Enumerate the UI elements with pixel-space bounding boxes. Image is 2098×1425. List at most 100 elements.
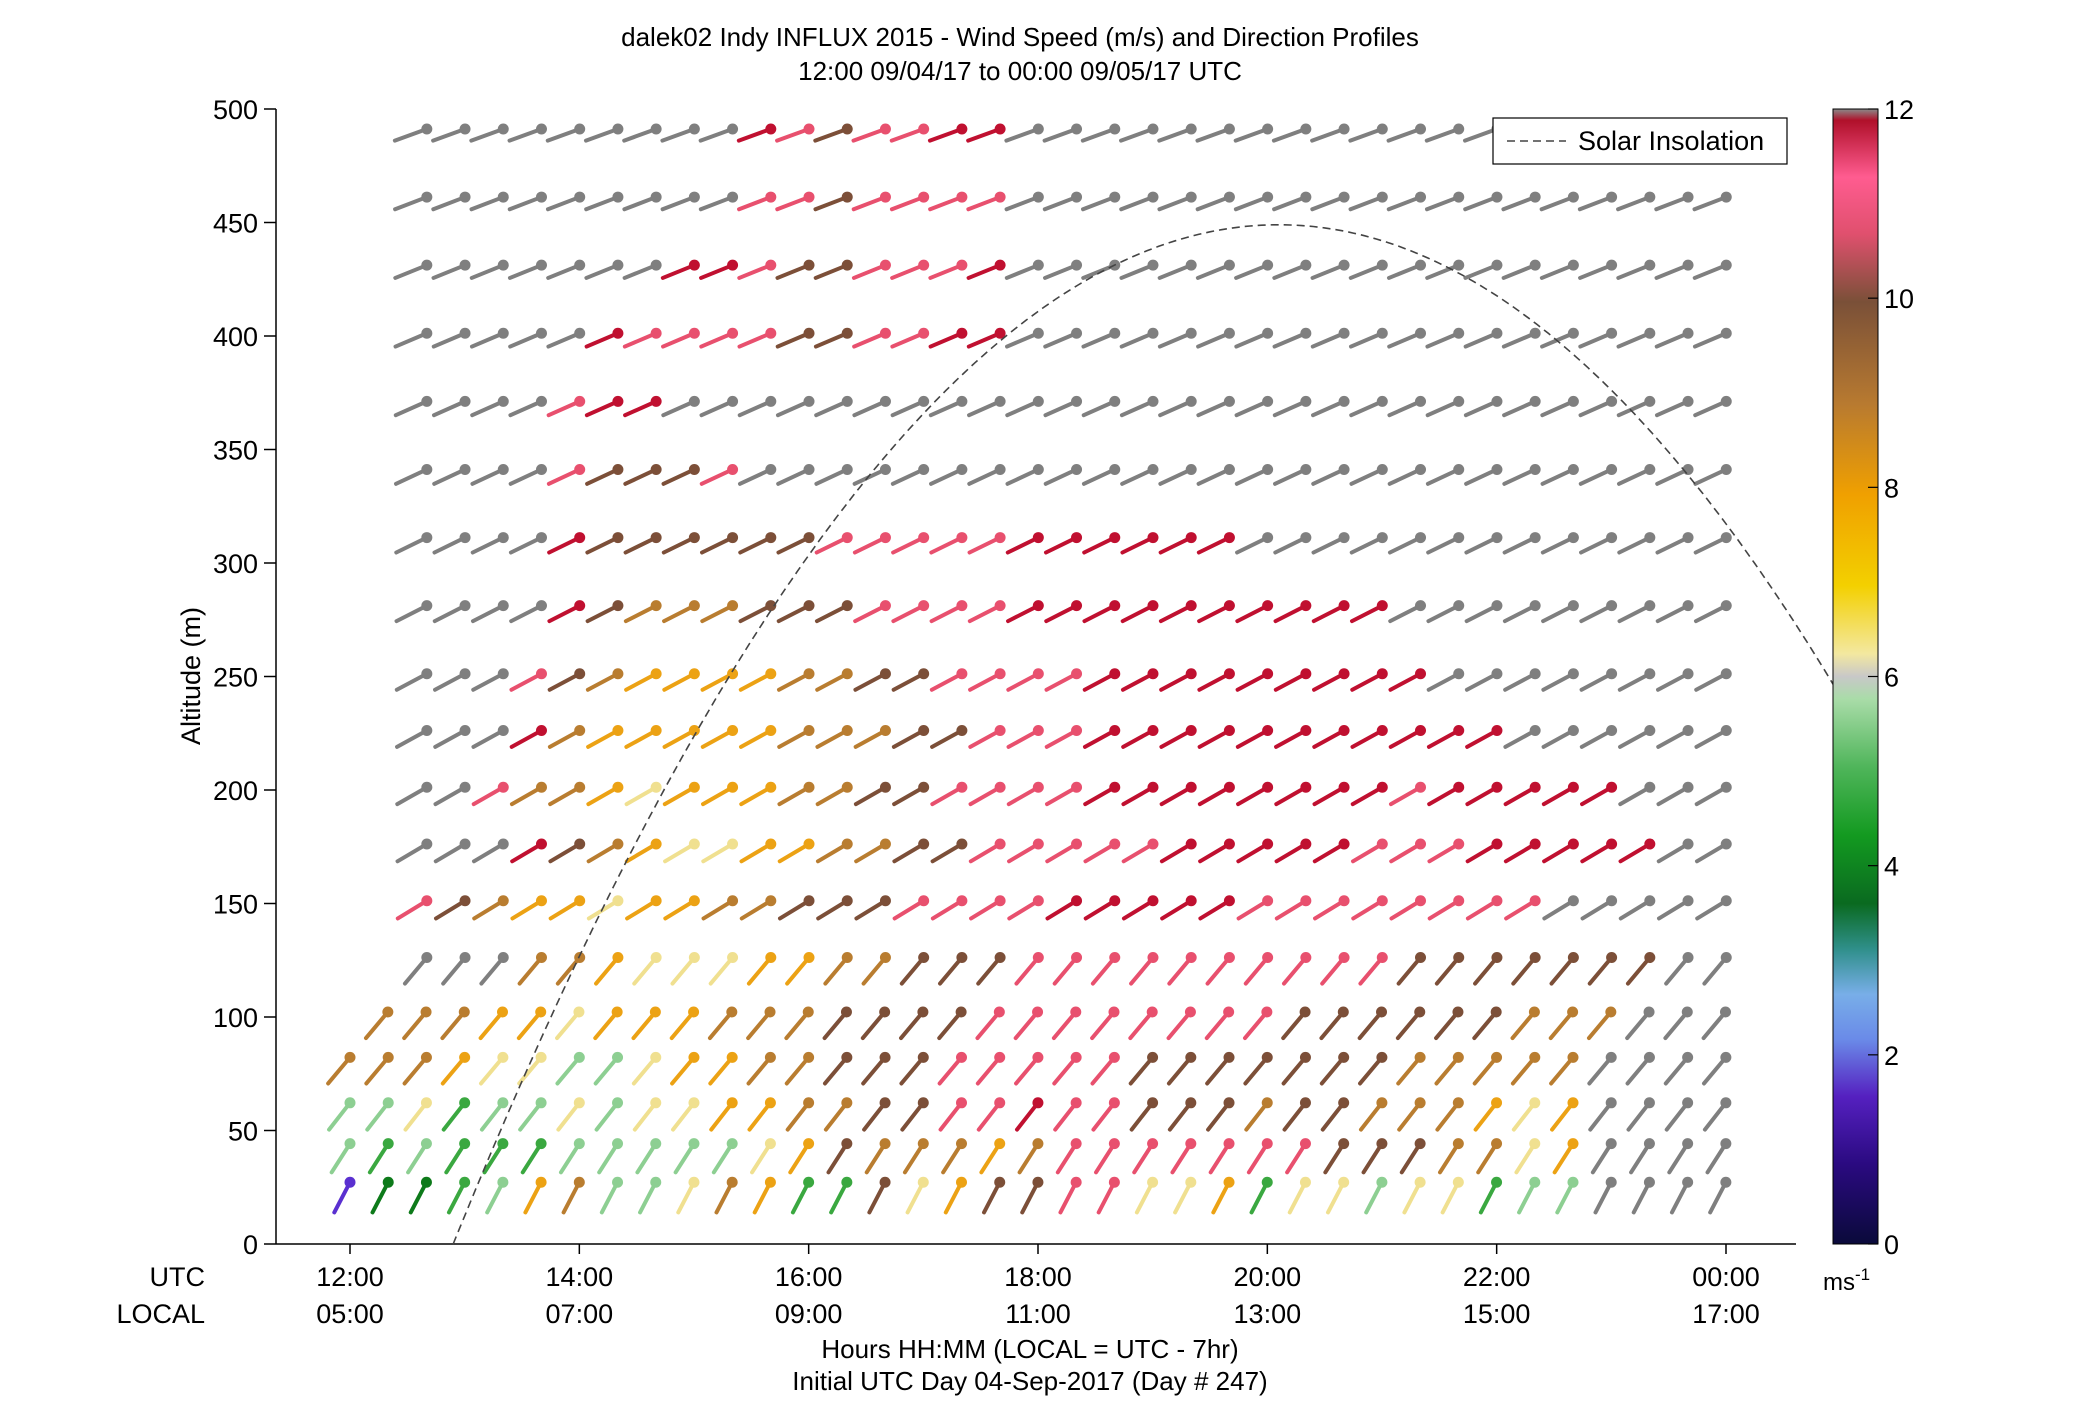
wind-barb-stem — [1119, 195, 1155, 212]
wind-barb-stem — [1007, 842, 1041, 864]
wind-barb-stem — [814, 467, 850, 486]
wind-barb-head — [574, 725, 586, 737]
wind-barb-stem — [670, 1055, 696, 1086]
wind-barb-head — [612, 191, 624, 203]
wind-barb-head — [917, 1006, 929, 1018]
wind-barb-stem — [1631, 1180, 1652, 1215]
wind-barb-stem — [1579, 671, 1614, 692]
wind-barb-stem — [1552, 1141, 1575, 1175]
wind-barb-head — [1605, 1051, 1617, 1063]
wind-barb-head — [650, 123, 662, 135]
wind-barb-head — [1414, 1006, 1426, 1018]
wind-barb-stem — [892, 785, 926, 807]
wind-barb-head — [1682, 1138, 1694, 1150]
wind-barb-head — [765, 463, 777, 475]
wind-barb-stem — [408, 1180, 429, 1215]
wind-barb-head — [1682, 668, 1694, 680]
wind-barb-stem — [1625, 955, 1652, 986]
wind-barb-stem — [700, 671, 735, 692]
wind-barb-head — [421, 895, 433, 907]
wind-barb-head — [612, 463, 624, 475]
wind-barb-stem — [1664, 955, 1691, 986]
wind-barb-stem — [507, 263, 544, 280]
wind-barb-head — [1529, 327, 1541, 339]
wind-barb-head — [1606, 259, 1618, 271]
wind-barb-head — [1032, 895, 1044, 907]
wind-barb-head — [994, 327, 1006, 339]
wind-barb-stem — [1625, 1010, 1652, 1041]
wind-barb-stem — [1119, 126, 1155, 143]
wind-barb-head — [994, 395, 1006, 407]
wind-barb-head — [1567, 1176, 1579, 1188]
wind-barb-stem — [982, 1180, 1002, 1215]
wind-barb-stem — [431, 263, 468, 280]
wind-barb-stem — [624, 671, 659, 692]
wind-barb-stem — [1234, 399, 1270, 418]
wind-barb-stem — [1387, 535, 1423, 555]
wind-barb-head — [1682, 191, 1694, 203]
wind-barb-head — [1223, 668, 1235, 680]
wind-barb-stem — [624, 728, 659, 749]
wind-barb-stem — [1702, 955, 1729, 986]
colorbar-tick-label: 6 — [1884, 663, 1899, 693]
wind-barb-stem — [1206, 1100, 1232, 1132]
wind-barb-head — [803, 895, 815, 907]
wind-barb-head — [1376, 259, 1388, 271]
wind-barb-stem — [1310, 195, 1347, 212]
wind-barb-stem — [1128, 1010, 1155, 1041]
wind-barb-head — [1071, 123, 1083, 135]
wind-barb-stem — [707, 1010, 734, 1041]
wind-barb-head — [650, 781, 662, 793]
wind-barb-head — [574, 123, 586, 135]
chart-subtitle: 12:00 09/04/17 to 00:00 09/05/17 UTC — [798, 56, 1242, 86]
wind-barb-stem — [699, 331, 735, 349]
wind-barb-stem — [1616, 263, 1652, 280]
colorbar: 0 2 4 6 8 10 12 ms-1 — [1823, 95, 1914, 1296]
wind-barb-stem — [1320, 1100, 1346, 1132]
wind-barb-stem — [1120, 467, 1155, 486]
wind-barb-stem — [1541, 728, 1576, 749]
wind-barb-head — [1567, 191, 1579, 203]
wind-barb-stem — [928, 263, 964, 280]
wind-barb-head — [841, 532, 853, 544]
wind-barb-head — [459, 1097, 471, 1109]
wind-barb-stem — [1502, 467, 1538, 486]
wind-barb-stem — [673, 1141, 696, 1175]
wind-barb-stem — [1502, 603, 1538, 624]
wind-barb-head — [1185, 668, 1197, 680]
wind-barb-head — [917, 1097, 929, 1109]
wind-barb-head — [1338, 532, 1350, 544]
wind-barb-head — [688, 259, 700, 271]
wind-barb-head — [1108, 1051, 1120, 1063]
wind-barb-head — [574, 668, 586, 680]
wind-barb-head — [1644, 259, 1656, 271]
wind-barb-stem — [1234, 331, 1270, 349]
wind-barb-stem — [777, 728, 812, 749]
wind-barb-stem — [555, 1010, 581, 1041]
wind-barb-head — [1071, 725, 1083, 737]
wind-barb-head — [688, 1006, 700, 1018]
wind-barb-stem — [1044, 671, 1079, 692]
wind-barb-stem — [1692, 331, 1729, 349]
wind-barb-head — [1147, 668, 1159, 680]
wind-barb-head — [1147, 1097, 1159, 1109]
wind-barb-stem — [813, 126, 850, 143]
wind-barb-head — [1147, 952, 1159, 964]
wind-barb-stem — [1129, 1100, 1155, 1132]
wind-barb-head — [1223, 123, 1235, 135]
wind-barb-head — [650, 600, 662, 612]
wind-barb-stem — [1669, 1180, 1690, 1215]
wind-barb-head — [650, 895, 662, 907]
wind-barb-stem — [1121, 898, 1155, 921]
wind-barb-head — [688, 191, 700, 203]
wind-barb-stem — [1438, 1141, 1461, 1175]
wind-barb-head — [1720, 191, 1732, 203]
wind-barb-stem — [638, 1180, 658, 1215]
wind-barb-stem — [402, 1055, 429, 1086]
wind-barb-head — [535, 952, 547, 964]
wind-barb-head — [918, 327, 930, 339]
wind-barb-stem — [1694, 842, 1729, 864]
wind-barb-stem — [1081, 399, 1117, 418]
wind-barb-head — [1147, 1138, 1159, 1150]
